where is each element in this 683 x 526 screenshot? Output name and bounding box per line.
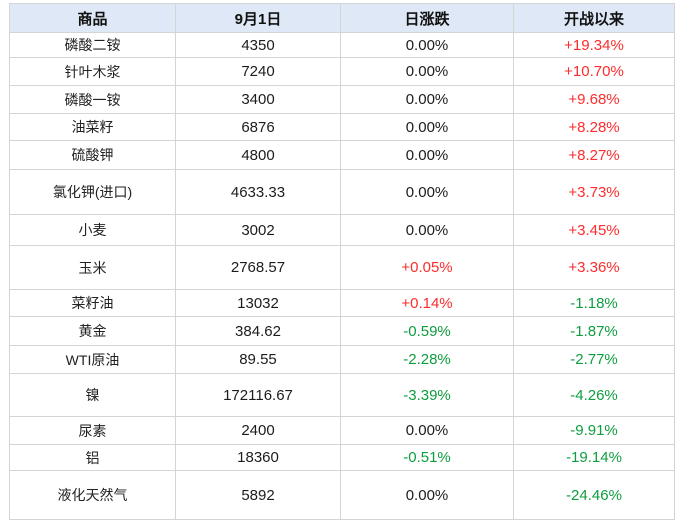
table-body: 磷酸二铵 4350 0.00% +19.34% 针叶木浆 7240 0.00% +10.70%…: [9, 32, 675, 520]
since-war-change-cell: +8.27%: [513, 140, 675, 170]
header-cell-daily-change: 日涨跌: [340, 3, 514, 33]
since-war-change-cell: +3.73%: [513, 169, 675, 215]
price-cell: 89.55: [175, 345, 341, 374]
commodity-name-cell: 铝: [9, 444, 176, 471]
price-cell: 4350: [175, 32, 341, 58]
since-war-change-cell: -9.91%: [513, 416, 675, 445]
commodity-name-cell: 镍: [9, 373, 176, 417]
price-cell: 7240: [175, 57, 341, 86]
since-war-change-cell: -1.18%: [513, 289, 675, 317]
table-row: 油菜籽 6876 0.00% +8.28%: [9, 113, 675, 141]
commodity-name-cell: 玉米: [9, 245, 176, 290]
since-war-change-cell: +9.68%: [513, 85, 675, 114]
since-war-change-cell: -24.46%: [513, 470, 675, 520]
commodity-price-table: 商品 9月1日 日涨跌 开战以来 磷酸二铵 4350 0.00% +19.34% 针叶木…: [9, 3, 675, 520]
price-cell: 6876: [175, 113, 341, 141]
commodity-name-cell: 针叶木浆: [9, 57, 176, 86]
commodity-name-cell: 磷酸二铵: [9, 32, 176, 58]
daily-change-cell: 0.00%: [340, 140, 514, 170]
price-cell: 18360: [175, 444, 341, 471]
commodity-name-cell: 硫酸钾: [9, 140, 176, 170]
commodity-name-cell: 液化天然气: [9, 470, 176, 520]
table-row: 磷酸二铵 4350 0.00% +19.34%: [9, 32, 675, 58]
table-row: 菜籽油 13032 +0.14% -1.18%: [9, 289, 675, 317]
daily-change-cell: -3.39%: [340, 373, 514, 417]
price-cell: 384.62: [175, 316, 341, 346]
daily-change-cell: -0.59%: [340, 316, 514, 346]
price-cell: 2768.57: [175, 245, 341, 290]
table-row: 小麦 3002 0.00% +3.45%: [9, 214, 675, 246]
price-cell: 5892: [175, 470, 341, 520]
header-cell-commodity: 商品: [9, 3, 176, 33]
price-cell: 3400: [175, 85, 341, 114]
table-row: 针叶木浆 7240 0.00% +10.70%: [9, 57, 675, 86]
since-war-change-cell: +19.34%: [513, 32, 675, 58]
table-header-row: 商品 9月1日 日涨跌 开战以来: [9, 3, 675, 33]
commodity-name-cell: 菜籽油: [9, 289, 176, 317]
daily-change-cell: 0.00%: [340, 32, 514, 58]
commodity-name-cell: WTI原油: [9, 345, 176, 374]
table-row: 磷酸一铵 3400 0.00% +9.68%: [9, 85, 675, 114]
since-war-change-cell: +8.28%: [513, 113, 675, 141]
daily-change-cell: 0.00%: [340, 470, 514, 520]
table-row: 尿素 2400 0.00% -9.91%: [9, 416, 675, 445]
daily-change-cell: 0.00%: [340, 214, 514, 246]
table-row: 硫酸钾 4800 0.00% +8.27%: [9, 140, 675, 170]
table-row: 液化天然气 5892 0.00% -24.46%: [9, 470, 675, 520]
daily-change-cell: 0.00%: [340, 416, 514, 445]
since-war-change-cell: -1.87%: [513, 316, 675, 346]
commodity-name-cell: 油菜籽: [9, 113, 176, 141]
commodity-name-cell: 磷酸一铵: [9, 85, 176, 114]
since-war-change-cell: +3.45%: [513, 214, 675, 246]
table-row: 铝 18360 -0.51% -19.14%: [9, 444, 675, 471]
since-war-change-cell: -19.14%: [513, 444, 675, 471]
commodity-name-cell: 尿素: [9, 416, 176, 445]
header-cell-date: 9月1日: [175, 3, 341, 33]
price-cell: 4800: [175, 140, 341, 170]
price-cell: 3002: [175, 214, 341, 246]
price-cell: 4633.33: [175, 169, 341, 215]
daily-change-cell: -2.28%: [340, 345, 514, 374]
since-war-change-cell: +3.36%: [513, 245, 675, 290]
table-row: 黄金 384.62 -0.59% -1.87%: [9, 316, 675, 346]
commodity-name-cell: 氯化钾(进口): [9, 169, 176, 215]
daily-change-cell: +0.05%: [340, 245, 514, 290]
commodity-price-table-wrap: 商品 9月1日 日涨跌 开战以来 磷酸二铵 4350 0.00% +19.34% 针叶木…: [9, 3, 675, 520]
price-cell: 2400: [175, 416, 341, 445]
since-war-change-cell: +10.70%: [513, 57, 675, 86]
table-row: 镍 172116.67 -3.39% -4.26%: [9, 373, 675, 417]
table-row: 氯化钾(进口) 4633.33 0.00% +3.73%: [9, 169, 675, 215]
price-cell: 172116.67: [175, 373, 341, 417]
commodity-name-cell: 小麦: [9, 214, 176, 246]
since-war-change-cell: -2.77%: [513, 345, 675, 374]
daily-change-cell: 0.00%: [340, 169, 514, 215]
table-row: 玉米 2768.57 +0.05% +3.36%: [9, 245, 675, 290]
price-cell: 13032: [175, 289, 341, 317]
table-row: WTI原油 89.55 -2.28% -2.77%: [9, 345, 675, 374]
daily-change-cell: 0.00%: [340, 113, 514, 141]
daily-change-cell: -0.51%: [340, 444, 514, 471]
daily-change-cell: +0.14%: [340, 289, 514, 317]
daily-change-cell: 0.00%: [340, 57, 514, 86]
commodity-name-cell: 黄金: [9, 316, 176, 346]
header-cell-since-war: 开战以来: [513, 3, 675, 33]
since-war-change-cell: -4.26%: [513, 373, 675, 417]
daily-change-cell: 0.00%: [340, 85, 514, 114]
